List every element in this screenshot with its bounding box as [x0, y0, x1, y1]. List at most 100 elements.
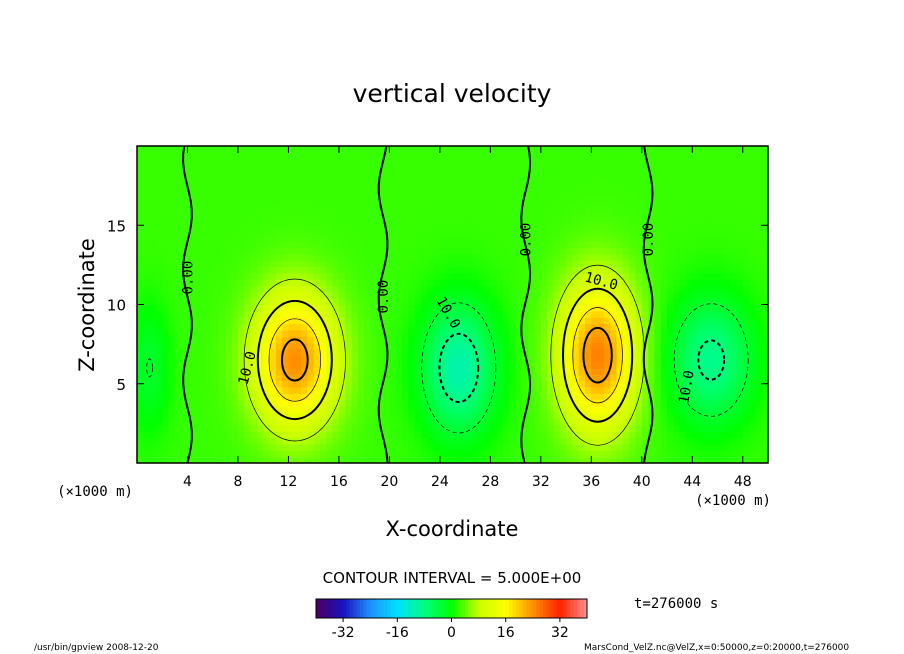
- heatmap-cell: [137, 342, 144, 350]
- heatmap-cell: [578, 228, 586, 236]
- heatmap-cell: [288, 342, 296, 350]
- heatmap-cell: [420, 336, 428, 344]
- heatmap-cell: [585, 234, 592, 242]
- heatmap-cell: [761, 279, 768, 287]
- heatmap-cell: [414, 418, 422, 426]
- heatmap-cell: [654, 146, 662, 153]
- heatmap-cell: [439, 317, 447, 325]
- heatmap-cell: [654, 437, 662, 445]
- heatmap-cell: [629, 323, 637, 331]
- heatmap-cell: [402, 272, 409, 280]
- heatmap-cell: [761, 209, 768, 217]
- heatmap-cell: [559, 222, 567, 230]
- heatmap-cell: [263, 203, 271, 210]
- heatmap-cell: [730, 171, 738, 179]
- heatmap-cell: [629, 450, 637, 458]
- heatmap-cell: [200, 329, 208, 337]
- heatmap-cell: [692, 355, 700, 363]
- heatmap-cell: [509, 418, 517, 426]
- heatmap-cell: [553, 456, 561, 463]
- heatmap-cell: [427, 158, 435, 166]
- heatmap-cell: [723, 222, 731, 230]
- heatmap-cell: [484, 171, 491, 179]
- heatmap-cell: [162, 291, 170, 299]
- heatmap-cell: [313, 367, 321, 375]
- heatmap-cell: [452, 190, 460, 198]
- heatmap-cell: [168, 361, 176, 369]
- heatmap-cell: [351, 285, 359, 293]
- heatmap-cell: [326, 266, 334, 274]
- heatmap-cell: [515, 355, 523, 363]
- heatmap-cell: [685, 247, 693, 255]
- heatmap-cell: [162, 437, 170, 445]
- heatmap-cell: [420, 380, 428, 388]
- heatmap-cell: [137, 291, 144, 299]
- heatmap-cell: [635, 196, 643, 204]
- heatmap-cell: [597, 374, 605, 382]
- heatmap-cell: [319, 272, 327, 280]
- heatmap-cell: [629, 152, 637, 160]
- heatmap-cell: [231, 329, 239, 337]
- heatmap-cell: [553, 323, 561, 331]
- heatmap-cell: [345, 247, 353, 255]
- heatmap-cell: [231, 266, 239, 274]
- heatmap-cell: [685, 355, 693, 363]
- heatmap-cell: [149, 304, 157, 312]
- heatmap-cell: [730, 418, 738, 426]
- heatmap-cell: [376, 317, 384, 325]
- heatmap-cell: [212, 405, 220, 413]
- heatmap-cell: [137, 450, 144, 458]
- heatmap-cell: [313, 304, 321, 312]
- heatmap-cell: [603, 361, 611, 369]
- heatmap-cell: [711, 285, 719, 293]
- heatmap-cell: [704, 209, 712, 217]
- heatmap-cell: [237, 272, 245, 280]
- heatmap-cell: [212, 177, 220, 185]
- heatmap-cell: [162, 380, 170, 388]
- heatmap-cell: [294, 323, 302, 331]
- heatmap-cell: [692, 177, 700, 185]
- heatmap-cell: [755, 228, 763, 236]
- heatmap-cell: [616, 386, 624, 394]
- heatmap-cell: [319, 367, 327, 375]
- heatmap-cell: [219, 234, 226, 242]
- heatmap-cell: [616, 165, 624, 172]
- heatmap-cell: [484, 355, 491, 363]
- heatmap-cell: [269, 399, 277, 407]
- heatmap-cell: [484, 317, 491, 325]
- heatmap-cell: [465, 234, 473, 242]
- heatmap-cell: [742, 355, 750, 363]
- heatmap-cell: [559, 437, 567, 445]
- heatmap-cell: [452, 253, 460, 261]
- heatmap-cell: [458, 374, 466, 382]
- heatmap-cell: [168, 399, 176, 407]
- heatmap-cell: [547, 304, 555, 312]
- heatmap-cell: [225, 222, 233, 230]
- heatmap-cell: [294, 203, 302, 210]
- heatmap-cell: [585, 437, 592, 445]
- heatmap-cell: [395, 336, 403, 344]
- heatmap-cell: [162, 399, 170, 407]
- heatmap-cell: [685, 393, 693, 401]
- heatmap-cell: [622, 152, 630, 160]
- heatmap-cell: [477, 279, 485, 287]
- heatmap-cell: [282, 386, 290, 394]
- heatmap-cell: [458, 329, 466, 337]
- heatmap-cell: [477, 355, 485, 363]
- heatmap-cell: [547, 298, 555, 306]
- heatmap-cell: [515, 209, 523, 217]
- heatmap-cell: [288, 431, 296, 439]
- heatmap-cell: [515, 431, 523, 439]
- heatmap-cell: [490, 190, 498, 198]
- heatmap-cell: [660, 279, 668, 287]
- heatmap-cell: [452, 209, 460, 217]
- heatmap-cell: [698, 310, 706, 318]
- heatmap-cell: [200, 285, 208, 293]
- heatmap-cell: [603, 323, 611, 331]
- heatmap-cell: [509, 336, 517, 344]
- heatmap-cell: [648, 361, 656, 369]
- heatmap-cell: [572, 386, 580, 394]
- heatmap-cell: [319, 241, 327, 249]
- heatmap-cell: [345, 215, 353, 223]
- heatmap-cell: [736, 215, 744, 223]
